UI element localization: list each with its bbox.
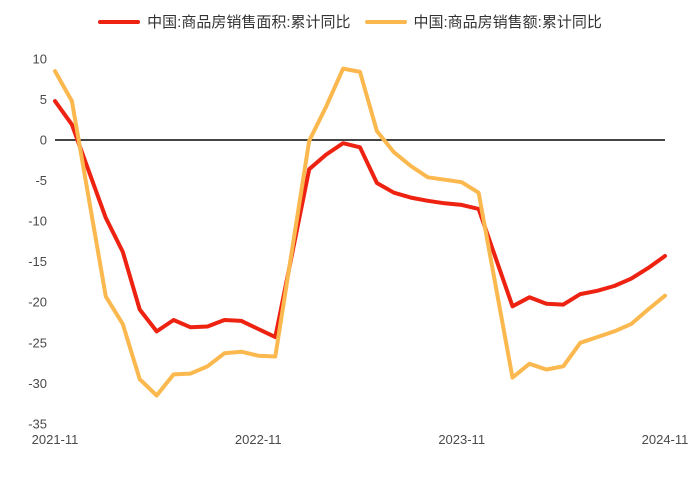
series-line-sales-area: [53, 99, 667, 340]
y-axis-tick-label: -20: [28, 295, 47, 310]
y-axis-tick-label: 0: [40, 133, 47, 148]
legend-line-swatch-gold: [364, 19, 407, 25]
y-axis-tick-label: -25: [28, 335, 47, 350]
y-axis-tick-label: -15: [28, 254, 47, 269]
chart-legend: 中国:商品房销售面积:累计同比 中国:商品房销售额:累计同比: [0, 12, 700, 32]
x-axis-tick-label: 2023-11: [438, 432, 485, 447]
y-axis-tick-label: 10: [33, 51, 47, 66]
y-axis-tick-label: 5: [40, 92, 47, 107]
y-axis-tick-label: -10: [28, 214, 47, 229]
legend-label-sales-amount: 中国:商品房销售额:累计同比: [413, 13, 602, 31]
y-axis-tick-label: -30: [28, 376, 47, 391]
legend-line-swatch-red: [98, 19, 141, 25]
x-axis-tick-label: 2024-11: [642, 432, 689, 447]
x-axis-tick-label: 2021-11: [32, 432, 79, 447]
x-axis-tick-label: 2022-11: [235, 432, 282, 447]
legend-label-sales-area: 中国:商品房销售面积:累计同比: [147, 13, 351, 31]
y-axis-tick-label: -35: [28, 416, 47, 431]
series-line-sales-amount: [53, 66, 667, 398]
legend-item-sales-amount: 中国:商品房销售额:累计同比: [364, 13, 602, 31]
legend-item-sales-area: 中国:商品房销售面积:累计同比: [98, 13, 351, 31]
y-axis-tick-label: -5: [35, 173, 47, 188]
